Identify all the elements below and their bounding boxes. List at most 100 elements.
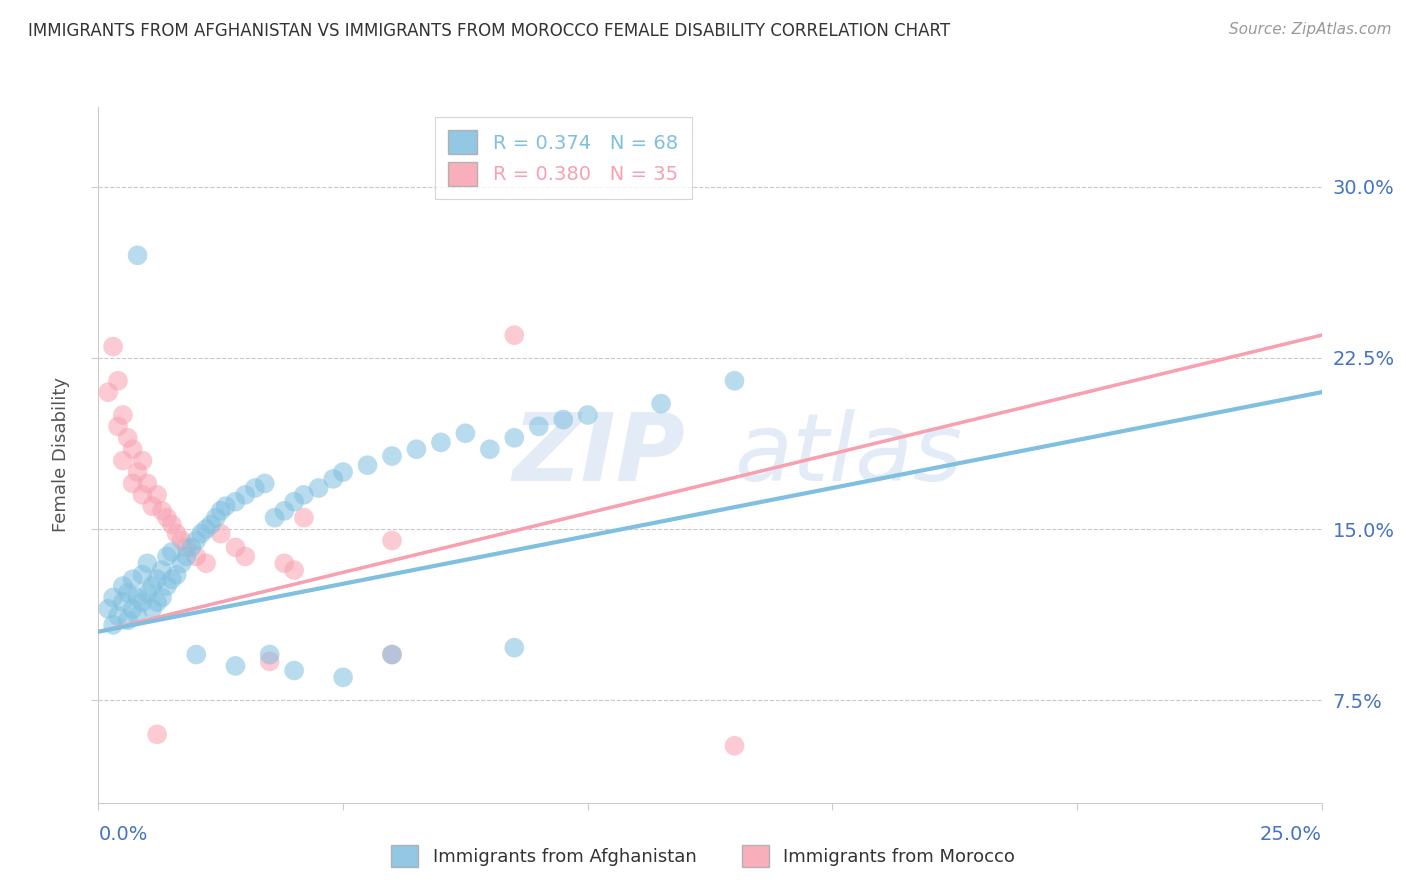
Point [101, 591, 124, 605]
Point [224, 494, 246, 508]
Legend: Immigrants from Afghanistan, Immigrants from Morocco: Immigrants from Afghanistan, Immigrants … [384, 838, 1022, 874]
Point [381, 648, 404, 662]
Point [233, 549, 256, 564]
Point [170, 556, 193, 570]
Point [253, 476, 276, 491]
Point [283, 494, 305, 508]
Text: atlas: atlas [734, 409, 963, 500]
Point [381, 533, 404, 548]
Point [121, 602, 143, 616]
Point [121, 572, 143, 586]
Point [553, 412, 575, 426]
Point [101, 340, 124, 354]
Point [190, 526, 212, 541]
Point [322, 472, 344, 486]
Point [146, 595, 169, 609]
Point [127, 465, 149, 479]
Point [160, 517, 183, 532]
Point [527, 419, 550, 434]
Point [131, 453, 153, 467]
Point [127, 591, 149, 605]
Text: 0.0%: 0.0% [98, 825, 148, 844]
Point [160, 572, 183, 586]
Point [156, 510, 179, 524]
Point [200, 517, 222, 532]
Point [121, 476, 143, 491]
Point [166, 526, 188, 541]
Point [176, 541, 198, 555]
Point [214, 500, 236, 514]
Point [111, 408, 134, 422]
Point [176, 549, 198, 564]
Legend: R = 0.374   N = 68, R = 0.380   N = 35: R = 0.374 N = 68, R = 0.380 N = 35 [434, 117, 692, 199]
Point [170, 533, 193, 548]
Point [283, 664, 305, 678]
Point [650, 396, 672, 410]
Point [332, 465, 354, 479]
Point [156, 579, 179, 593]
Point [454, 426, 477, 441]
Point [209, 504, 232, 518]
Point [283, 563, 305, 577]
Point [136, 476, 159, 491]
Point [107, 608, 129, 623]
Point [405, 442, 427, 457]
Point [97, 602, 120, 616]
Point [723, 739, 745, 753]
Point [180, 541, 202, 555]
Point [259, 654, 281, 668]
Point [111, 579, 134, 593]
Point [478, 442, 501, 457]
Point [111, 595, 134, 609]
Point [111, 453, 134, 467]
Point [503, 431, 526, 445]
Point [263, 510, 285, 524]
Point [107, 374, 129, 388]
Point [273, 504, 295, 518]
Point [127, 608, 149, 623]
Point [97, 385, 120, 400]
Point [186, 549, 208, 564]
Point [186, 533, 208, 548]
Point [146, 572, 169, 586]
Point [121, 442, 143, 457]
Point [233, 488, 256, 502]
Text: IMMIGRANTS FROM AFGHANISTAN VS IMMIGRANTS FROM MOROCCO FEMALE DISABILITY CORRELA: IMMIGRANTS FROM AFGHANISTAN VS IMMIGRANT… [28, 22, 950, 40]
Point [195, 556, 218, 570]
Point [259, 648, 281, 662]
Point [186, 648, 208, 662]
Point [195, 522, 218, 536]
Point [150, 591, 173, 605]
Point [117, 613, 139, 627]
Y-axis label: Female Disability: Female Disability [52, 377, 70, 533]
Point [308, 481, 330, 495]
Point [224, 659, 246, 673]
Point [356, 458, 378, 473]
Point [150, 563, 173, 577]
Point [292, 488, 315, 502]
Point [292, 510, 315, 524]
Point [332, 670, 354, 684]
Point [205, 510, 228, 524]
Point [146, 488, 169, 502]
Point [117, 586, 139, 600]
Point [430, 435, 453, 450]
Point [209, 526, 232, 541]
Text: 25.0%: 25.0% [1260, 825, 1322, 844]
Point [107, 419, 129, 434]
Point [136, 586, 159, 600]
Point [141, 500, 163, 514]
Point [131, 488, 153, 502]
Point [150, 504, 173, 518]
Point [117, 431, 139, 445]
Point [381, 449, 404, 463]
Point [166, 567, 188, 582]
Point [156, 549, 179, 564]
Point [723, 374, 745, 388]
Point [243, 481, 266, 495]
Point [381, 648, 404, 662]
Point [136, 556, 159, 570]
Point [146, 727, 169, 741]
Point [273, 556, 295, 570]
Text: ZIP: ZIP [513, 409, 686, 501]
